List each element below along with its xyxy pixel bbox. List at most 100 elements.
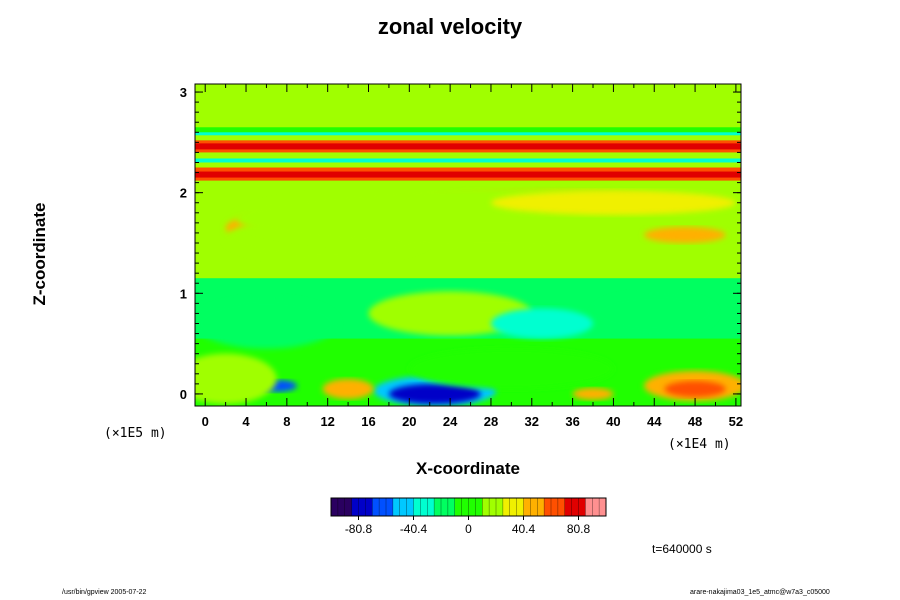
field-band bbox=[195, 167, 741, 173]
colorbar-cell bbox=[379, 498, 387, 516]
x-axis-unit: (×1E4 m) bbox=[668, 437, 731, 452]
field-blob bbox=[572, 387, 614, 400]
field-blob bbox=[644, 226, 726, 243]
colorbar-cell bbox=[434, 498, 442, 516]
footer-right: arare-nakajima03_1e5_atmc@w7a3_c05000 bbox=[690, 589, 830, 596]
colorbar-cell bbox=[399, 498, 408, 516]
colorbar-cell bbox=[551, 498, 559, 516]
colorbar-cell bbox=[461, 498, 469, 516]
field-band bbox=[195, 177, 741, 182]
colorbar-cell bbox=[358, 498, 366, 516]
colorbar-cell bbox=[337, 498, 346, 516]
chart-title: zonal velocity bbox=[377, 14, 523, 39]
colorbar-cell bbox=[392, 498, 401, 516]
colorbar-cell bbox=[475, 498, 483, 516]
field-band bbox=[195, 140, 741, 144]
footer-left: /usr/bin/gpview 2005-07-22 bbox=[62, 589, 147, 596]
colorbar-cell bbox=[496, 498, 504, 516]
field-band bbox=[195, 127, 741, 133]
colorbar-cell bbox=[599, 498, 607, 516]
field-blob bbox=[195, 298, 338, 349]
field-blob bbox=[490, 190, 736, 215]
heatmap-field bbox=[195, 84, 741, 406]
field-blob bbox=[368, 291, 532, 336]
x-tick-label: 16 bbox=[361, 414, 375, 429]
colorbar-tick-label: -40.4 bbox=[400, 522, 428, 536]
colorbar-cell bbox=[516, 498, 524, 516]
y-tick-label: 1 bbox=[180, 286, 187, 301]
colorbar-cell bbox=[427, 498, 435, 516]
field-blob bbox=[322, 378, 374, 399]
colorbar-cell bbox=[331, 498, 339, 516]
colorbar-cell bbox=[365, 498, 373, 516]
x-axis-title: X-coordinate bbox=[416, 459, 520, 478]
colorbar-cell bbox=[502, 498, 511, 516]
field-blob bbox=[388, 383, 481, 404]
colorbar-tick-label: -80.8 bbox=[345, 522, 373, 536]
colorbar-cell bbox=[441, 498, 449, 516]
colorbar: -80.8 -40.4 0 40.4 80.8 bbox=[330, 497, 607, 536]
colorbar-cell bbox=[537, 498, 545, 516]
y-tick-label: 3 bbox=[180, 85, 187, 100]
y-axis-unit: (×1E5 m) bbox=[104, 426, 167, 441]
field-band bbox=[195, 162, 741, 169]
field-band bbox=[195, 135, 741, 141]
plot-frame bbox=[194, 83, 742, 407]
colorbar-cell bbox=[509, 498, 518, 516]
field-blob bbox=[490, 308, 594, 339]
x-tick-label: 32 bbox=[525, 414, 539, 429]
x-tick-label: 52 bbox=[729, 414, 743, 429]
x-tick-label: 0 bbox=[202, 414, 209, 429]
colorbar-cell bbox=[351, 498, 359, 516]
field-band bbox=[195, 143, 741, 151]
y-tick-label: 2 bbox=[180, 186, 187, 201]
field-band bbox=[195, 84, 741, 128]
x-tick-label: 8 bbox=[283, 414, 290, 429]
x-tick-label: 20 bbox=[402, 414, 416, 429]
colorbar-tick-label: 0 bbox=[465, 522, 472, 536]
colorbar-cell bbox=[544, 498, 552, 516]
colorbar-cell bbox=[372, 498, 380, 516]
colorbar-cell bbox=[523, 498, 531, 516]
field-band bbox=[195, 149, 741, 154]
colorbar-cell bbox=[585, 498, 593, 516]
y-axis-title: Z-coordinate bbox=[30, 202, 49, 306]
colorbar-cell bbox=[530, 498, 538, 516]
colorbar-cell bbox=[406, 498, 414, 516]
field-band bbox=[195, 132, 741, 136]
x-tick-label: 24 bbox=[443, 414, 458, 429]
x-tick-label: 40 bbox=[606, 414, 620, 429]
field-band bbox=[195, 180, 741, 189]
colorbar-tick-label: 80.8 bbox=[567, 522, 591, 536]
time-label: t=640000 s bbox=[652, 542, 712, 556]
colorbar-cell bbox=[489, 498, 497, 516]
field-blob bbox=[195, 353, 277, 404]
field-band bbox=[195, 158, 741, 164]
field-band bbox=[195, 258, 741, 279]
colorbar-cell bbox=[447, 498, 456, 516]
colorbar-cell bbox=[344, 498, 353, 516]
colorbar-cell bbox=[420, 498, 428, 516]
colorbar-cell bbox=[468, 498, 476, 516]
x-tick-label: 44 bbox=[647, 414, 662, 429]
colorbar-cell bbox=[386, 498, 394, 516]
colorbar-cell bbox=[592, 498, 600, 516]
colorbar-cell bbox=[557, 498, 566, 516]
field-blob bbox=[593, 293, 716, 334]
x-tick-label: 36 bbox=[565, 414, 579, 429]
colorbar-cell bbox=[571, 498, 579, 516]
colorbar-cell bbox=[413, 498, 421, 516]
colorbar-cell bbox=[578, 498, 586, 516]
colorbar-cell bbox=[482, 498, 490, 516]
colorbar-cell bbox=[454, 498, 463, 516]
x-tick-label: 48 bbox=[688, 414, 702, 429]
field-blob bbox=[409, 348, 614, 389]
field-band bbox=[195, 152, 741, 160]
colorbar-tick-label: 40.4 bbox=[512, 522, 536, 536]
x-tick-label: 4 bbox=[242, 414, 250, 429]
x-tick-label: 28 bbox=[484, 414, 498, 429]
x-tick-label: 12 bbox=[320, 414, 334, 429]
y-tick-label: 0 bbox=[180, 387, 187, 402]
